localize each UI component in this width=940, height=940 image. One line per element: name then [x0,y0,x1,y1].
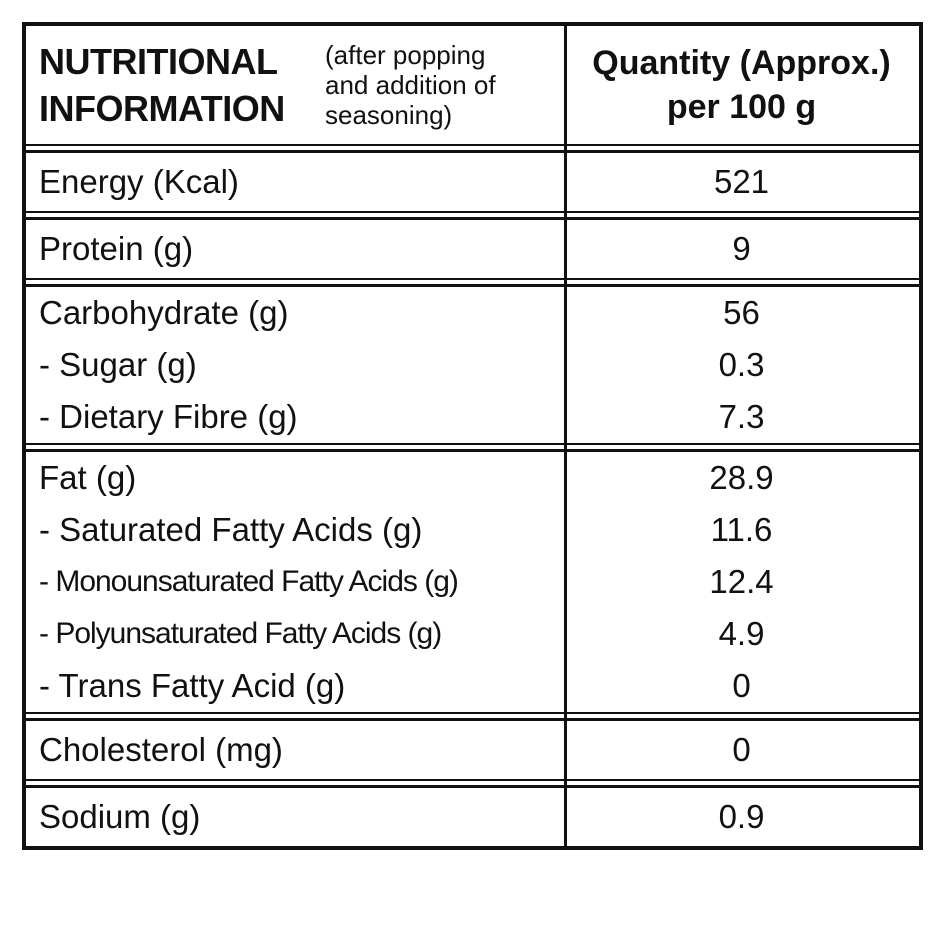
nutrient-label: - Dietary Fibre (g) [39,398,298,435]
row-divider [26,144,919,153]
nutrient-label: Sodium (g) [39,798,201,835]
nutrient-label: - Trans Fatty Acid (g) [39,667,346,704]
row-divider [26,712,919,721]
nutrient-row: Energy (Kcal) 521 [26,153,919,211]
table-title: NUTRITIONAL INFORMATION [39,41,285,129]
footnotes: Total Trans Fat content not more than 0 … [22,862,922,940]
nutrient-value: 9 [732,230,751,267]
row-divider [26,443,919,452]
nutrition-table: NUTRITIONAL INFORMATION (after popping a… [22,22,923,850]
column-divider [564,26,567,850]
nutrient-label: Protein (g) [39,230,194,267]
nutrient-value: 28.9 [709,459,774,496]
table-header-row: NUTRITIONAL INFORMATION (after popping a… [26,26,919,144]
nutrient-value: 7.3 [718,398,765,435]
nutrient-value: 4.9 [718,615,765,652]
nutrient-row: Carbohydrate (g) 56 [26,287,919,339]
row-divider [26,211,919,220]
nutrient-label: - Polyunsaturated Fatty Acids (g) [39,617,442,650]
nutrient-label: - Saturated Fatty Acids (g) [39,511,423,548]
section-energy: Energy (Kcal) 521 [26,153,919,211]
header-left-cell: NUTRITIONAL INFORMATION (after popping a… [26,26,564,144]
nutrient-row: - Dietary Fibre (g) 7.3 [26,391,919,443]
nutrient-value: 11.6 [710,511,773,548]
nutrient-value: 0 [732,667,751,704]
quantity-header-cell: Quantity (Approx.) per 100 g [564,26,919,144]
nutrient-label: - Sugar (g) [39,346,197,383]
section-cholesterol: Cholesterol (mg) 0 [26,721,919,779]
nutrient-row: Cholesterol (mg) 0 [26,721,919,779]
section-fat: Fat (g) 28.9 - Saturated Fatty Acids (g)… [26,452,919,712]
nutrient-value: 0.9 [718,798,765,835]
nutrient-row: Sodium (g) 0.9 [26,788,919,846]
section-sodium: Sodium (g) 0.9 [26,788,919,846]
nutrient-row: - Saturated Fatty Acids (g) 11.6 [26,504,919,556]
nutrient-label: Carbohydrate (g) [39,294,289,331]
quantity-header-line2: per 100 g [666,88,817,126]
nutrient-label: Fat (g) [39,459,137,496]
nutrient-label: Energy (Kcal) [39,163,239,200]
section-carbohydrate: Carbohydrate (g) 56 - Sugar (g) 0.3 - Di… [26,287,919,443]
nutrient-value: 56 [723,294,760,331]
table-subtitle: (after popping and addition of seasoning… [325,40,496,130]
nutrient-value: 12.4 [709,563,774,600]
nutrient-label: Cholesterol (mg) [39,731,283,768]
nutrient-value: 0.3 [718,346,765,383]
row-divider [26,278,919,287]
nutrient-row: - Sugar (g) 0.3 [26,339,919,391]
quantity-header-line1: Quantity (Approx.) [592,44,891,82]
nutrient-row: - Monounsaturated Fatty Acids (g) 12.4 [26,556,919,608]
section-protein: Protein (g) 9 [26,220,919,278]
nutrient-row: Protein (g) 9 [26,220,919,278]
nutrient-value: 0 [732,731,751,768]
nutrient-value: 521 [713,163,770,200]
row-divider [26,779,919,788]
nutrient-row: - Trans Fatty Acid (g) 0 [26,660,919,712]
nutrient-row: Fat (g) 28.9 [26,452,919,504]
nutrient-label: - Monounsaturated Fatty Acids (g) [39,565,459,598]
nutrient-row: - Polyunsaturated Fatty Acids (g) 4.9 [26,608,919,660]
